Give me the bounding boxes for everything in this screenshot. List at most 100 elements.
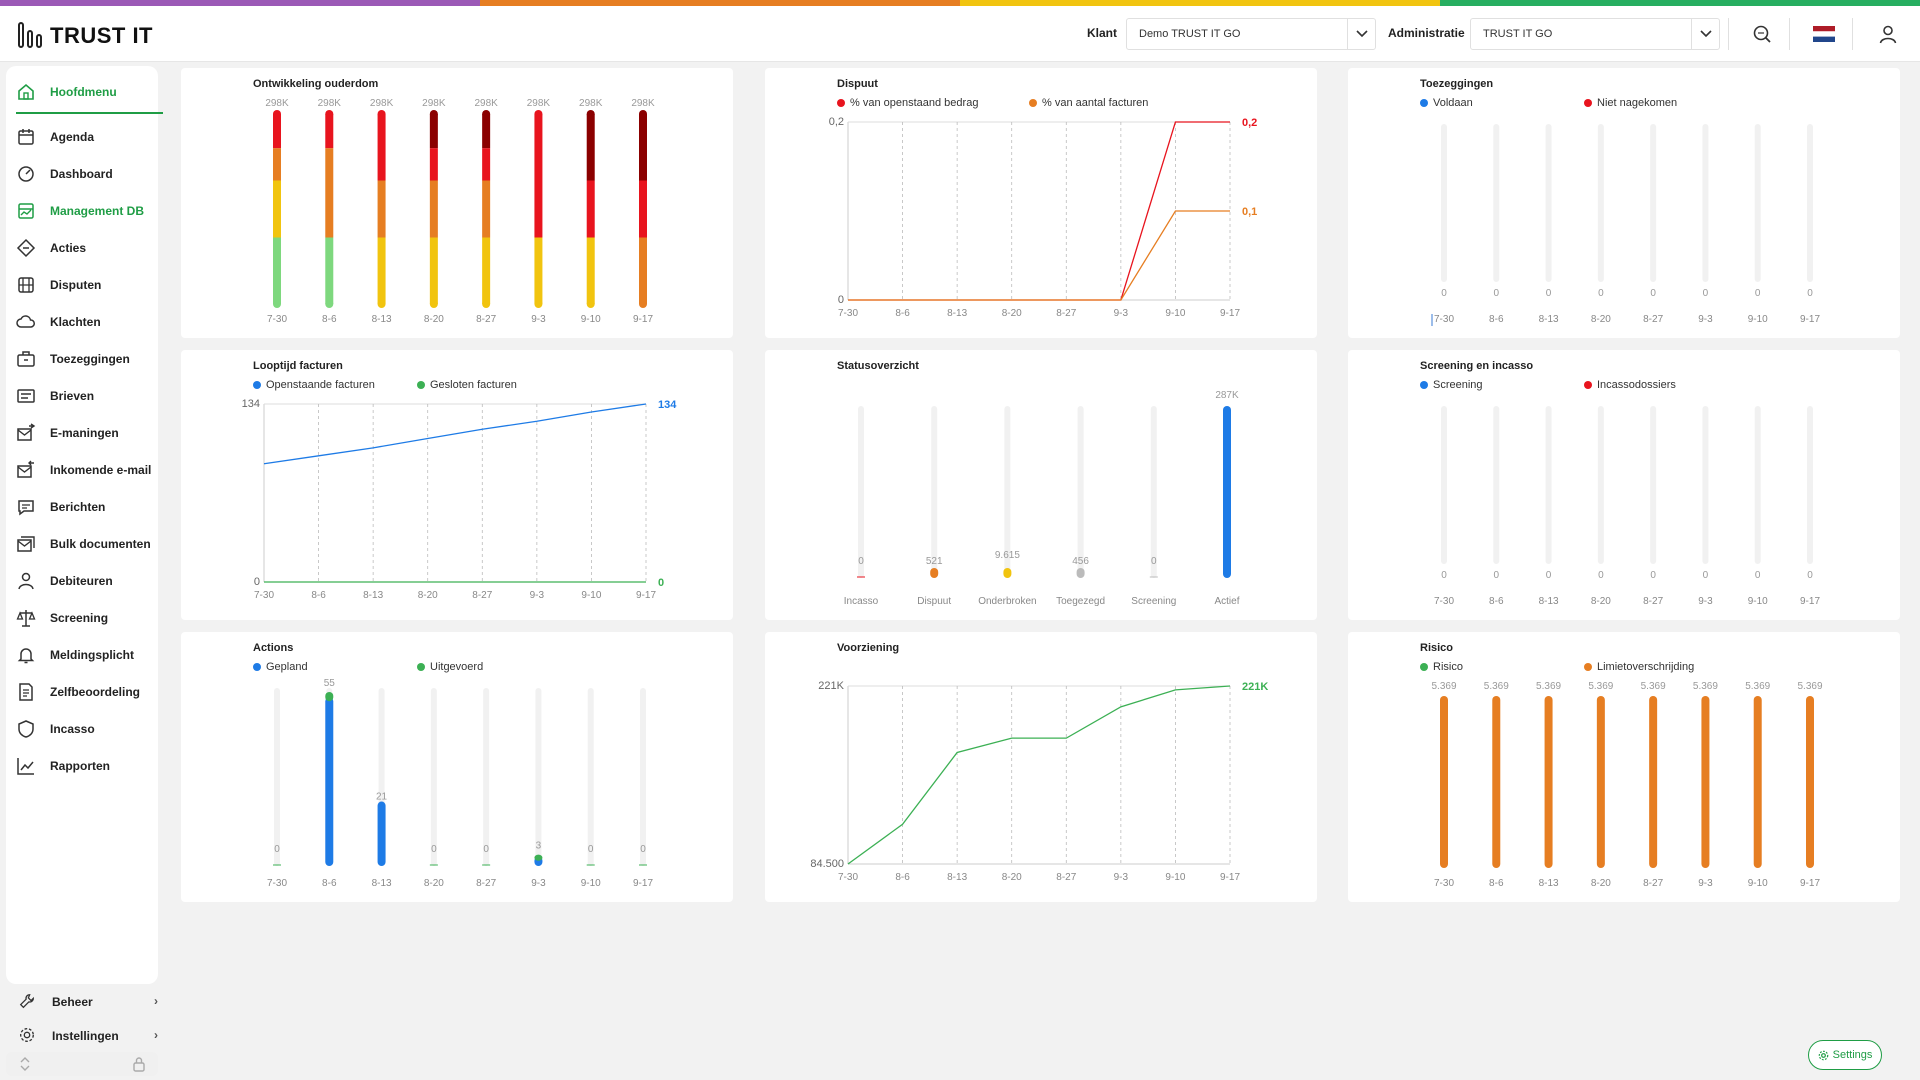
sidebar-item-disputen[interactable]: Disputen [16,271,162,299]
sidebar-item-zelfbeoordeling[interactable]: Zelfbeoordeling [16,678,162,706]
chart-svg: 0 7-30 0 8-6 0 8-13 0 8-20 0 8-27 0 9-3 0 9-10 0 9-17 [1434,406,1820,607]
bar-track [1441,406,1447,564]
sidebar-item-klachten[interactable]: Klachten [16,308,162,336]
sidebar-item-toezeggingen[interactable]: Toezeggingen [16,345,162,373]
legend-item[interactable]: Risico [1420,661,1463,673]
legend-label: Risico [1433,661,1463,673]
x-tick-label: 7-30 [838,872,858,883]
bar-value-label: 0 [1441,288,1447,299]
legend-dot [1584,381,1592,389]
x-tick-label: 8-13 [363,590,383,601]
bar-value-label: 21 [376,792,388,803]
calendar-icon [16,127,36,147]
chart-card-ouderdom: Ontwikkeling ouderdom 298K 7-30 298K 8-6 298K… [181,68,733,338]
sidebar-item-screening[interactable]: Screening [16,604,162,632]
legend-item[interactable]: Incassodossiers [1584,379,1676,391]
klant-select[interactable]: Demo TRUST IT GO [1126,18,1376,50]
sidebar-item-rapporten[interactable]: Rapporten [16,752,162,780]
sidebar-item-meldingsplicht[interactable]: Meldingsplicht [16,641,162,669]
chart-svg: 7-30 8-6 8-13 8-20 8-27 9-3 9-10 9-17 0 0,2 0,2 0,1 [829,116,1258,319]
legend-dot [1584,99,1592,107]
bar-cap [482,110,491,118]
x-tick-label: 9-17 [633,878,653,889]
sidebar-item-brieven[interactable]: Brieven [16,382,162,410]
legend-item[interactable]: Voldaan [1420,97,1473,109]
sidebar-item-e-maningen[interactable]: E-maningen [16,419,162,447]
x-tick-label: 8-27 [476,314,496,325]
sidebar-item-bulk-documenten[interactable]: Bulk documenten [16,530,162,558]
legend-item[interactable]: % van aantal facturen [1029,97,1148,109]
legend-item[interactable]: Gesloten facturen [417,379,517,391]
sidebar-item-incasso[interactable]: Incasso [16,715,162,743]
lock-icon[interactable] [132,1056,146,1072]
x-tick-label: 8-6 [322,878,337,889]
bar-value-label: 5.369 [1536,681,1561,692]
sidebar-item-inkomende-e-mail[interactable]: Inkomende e-mail [16,456,162,484]
bar-segment [325,148,334,238]
bar-track [1545,406,1552,564]
bar-segment [586,114,595,181]
netherlands-flag-icon[interactable] [1812,22,1836,46]
settings-button[interactable]: Settings [1808,1040,1882,1070]
series-end-label: 0,1 [1242,206,1257,218]
sidebar-item-instellingen[interactable]: Instellingen › [18,1024,158,1048]
sidebar-item-beheer[interactable]: Beheer › [18,990,158,1014]
klant-label: Klant [1087,26,1117,40]
series-line [847,685,1231,865]
legend-item[interactable]: Uitgevoerd [417,661,483,673]
bar-cap [586,110,595,118]
legend-label: Limietoverschrijding [1597,661,1695,673]
bar-segment [586,237,595,304]
user-icon[interactable] [1876,22,1900,46]
bar [1806,696,1814,868]
strip-orange [480,0,960,6]
logo[interactable]: TRUST IT [18,18,153,48]
x-tick-label: 9-17 [1800,314,1820,325]
bar-track [1493,124,1500,282]
bar-uitgevoerd [534,854,543,861]
x-tick-label: 9-3 [1114,872,1129,883]
wrench-icon [18,992,36,1013]
x-tick-label: 9-17 [636,590,656,601]
x-tick-label: 8-27 [476,878,496,889]
sidebar-item-agenda[interactable]: Agenda [16,123,162,151]
briefcase-icon [16,349,36,369]
bar-track [274,688,280,866]
legend-label: Gepland [266,661,308,673]
legend-item[interactable]: % van openstaand bedrag [837,97,978,109]
sidebar-item-hoofdmenu[interactable]: Hoofdmenu [16,78,162,106]
legend-item[interactable]: Limietoverschrijding [1584,661,1694,673]
shield-icon [16,719,36,739]
x-tick-label: 8-27 [1643,314,1663,325]
sidebar-item-dashboard[interactable]: Dashboard [16,160,162,188]
legend-item[interactable]: Screening [1420,379,1483,391]
legend-item[interactable]: Openstaande facturen [253,379,375,391]
bar-cap [429,110,438,118]
x-tick-label: 7-30 [1434,596,1454,607]
legend-item[interactable]: Gepland [253,661,308,673]
x-tick-label: Onderbroken [978,596,1036,607]
collapse-chevrons-icon[interactable] [18,1056,32,1072]
sidebar-item-acties[interactable]: Acties [16,234,162,262]
chart-card-toezeggingen: Toezeggingen Voldaan Niet nagekomen 0 7-30 0 8… [1348,68,1900,338]
chevron-right-icon: › [154,994,158,1008]
legend-dot [1029,99,1037,107]
bar-segment [586,180,595,238]
bar [1076,568,1085,578]
bar-track [1754,124,1761,282]
sidebar-item-debiteuren[interactable]: Debiteuren [16,567,162,595]
x-tick-label: 9-10 [581,314,601,325]
bar-value-label: 298K [370,98,394,109]
bar-value-label: 0 [1703,288,1709,299]
legend-dot [253,381,261,389]
search-icon[interactable] [1750,22,1774,46]
sidebar-item-management-db[interactable]: Management DB [16,197,162,225]
x-tick-label: Dispuut [917,596,951,607]
legend-label: Uitgevoerd [430,661,484,673]
sidebar-item-berichten[interactable]: Berichten [16,493,162,521]
bar-value-label: 0 [1546,288,1552,299]
chevron-down-icon [1691,19,1719,49]
bar-segment [639,180,647,238]
administratie-select[interactable]: TRUST IT GO [1470,18,1720,50]
legend-item[interactable]: Niet nagekomen [1584,97,1677,109]
